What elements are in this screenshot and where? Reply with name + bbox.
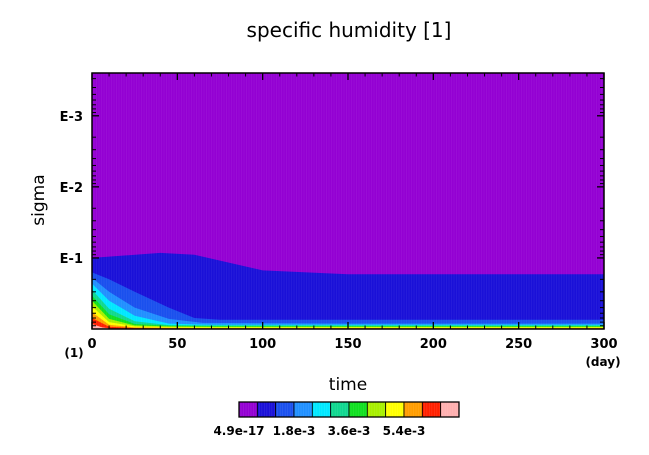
x-axis-label: time [329, 375, 367, 395]
colorbar: 4.9e-17 1.8e-3 3.6e-3 5.4e-3 [213, 401, 460, 438]
x-tick-label: 0 [87, 337, 96, 352]
colorbar-swatch [403, 401, 423, 418]
colorbar-swatch [256, 401, 277, 418]
chart-title: specific humidity [1] [247, 18, 452, 42]
colorbar-tick-label: 5.4e-3 [383, 424, 426, 438]
x-tick-label: 300 [590, 337, 617, 352]
colorbar-swatch [311, 401, 332, 418]
colorbar-swatch [330, 401, 350, 418]
colorbar-swatch [238, 401, 258, 418]
colorbar-swatch [293, 401, 313, 418]
colorbar-swatch [275, 401, 295, 418]
colorbar-swatch [440, 401, 460, 418]
y-axis: E-3 E-2 E-1 [60, 78, 604, 327]
x-tick-label: 150 [334, 337, 361, 352]
x-tick-label: 250 [505, 337, 532, 352]
colorbar-swatch [348, 401, 368, 418]
x-unit-label: (day) [585, 355, 620, 369]
x-axis: 0 50 100 150 200 250 300 [87, 73, 618, 352]
colorbar-tick-label: 1.8e-3 [273, 424, 316, 438]
plot-area [92, 73, 604, 329]
x-tick-label: 200 [420, 337, 447, 352]
x-tick-label: 50 [168, 337, 186, 352]
colorbar-tick-label: 4.9e-17 [213, 424, 264, 438]
colorbar-swatch [385, 401, 405, 418]
y-tick-label: E-2 [60, 181, 83, 196]
colorbar-swatch [366, 401, 387, 418]
colorbar-tick-label: 3.6e-3 [328, 424, 371, 438]
y-unit-label: (1) [64, 346, 83, 360]
y-axis-label: sigma [29, 174, 49, 225]
x-tick-label: 100 [249, 337, 276, 352]
contour-band-1 [92, 252, 604, 329]
y-tick-label: E-1 [60, 252, 83, 267]
colorbar-swatch [421, 401, 442, 418]
y-tick-label: E-3 [60, 110, 83, 125]
